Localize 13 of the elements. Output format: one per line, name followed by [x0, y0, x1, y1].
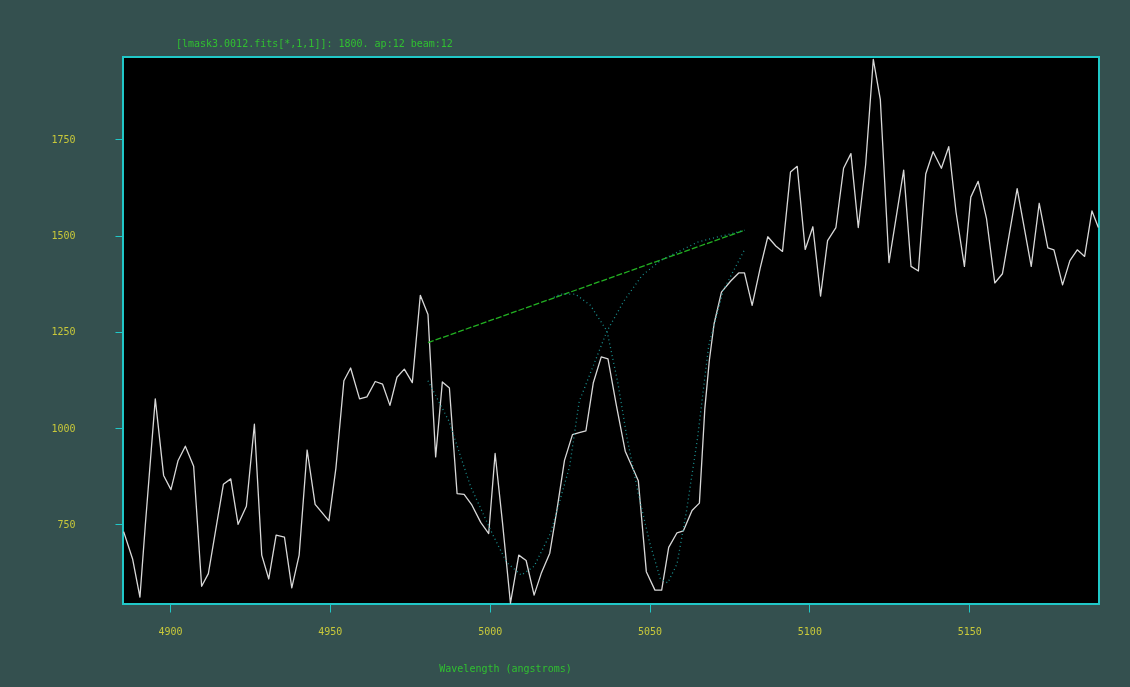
x-tick-label: 4950	[318, 625, 343, 637]
y-tick-label: 1750	[51, 133, 76, 145]
x-tick-label: 5000	[478, 625, 503, 637]
chart-title: [lmask3.0012.fits[*,1,1]]: 1800. ap:12 beam:12	[175, 38, 453, 49]
x-axis-title: Wavelength (angstroms)	[439, 662, 572, 674]
y-tick-label: 750	[57, 518, 76, 530]
x-tick-label: 5100	[797, 625, 822, 637]
y-tick-label: 1000	[51, 422, 76, 434]
y-tick-label: 1250	[51, 326, 76, 338]
x-tick-label: 4900	[158, 625, 183, 637]
y-tick-label: 1500	[51, 230, 76, 242]
x-tick-label: 5050	[637, 625, 663, 637]
x-tick-label: 5150	[957, 625, 982, 637]
